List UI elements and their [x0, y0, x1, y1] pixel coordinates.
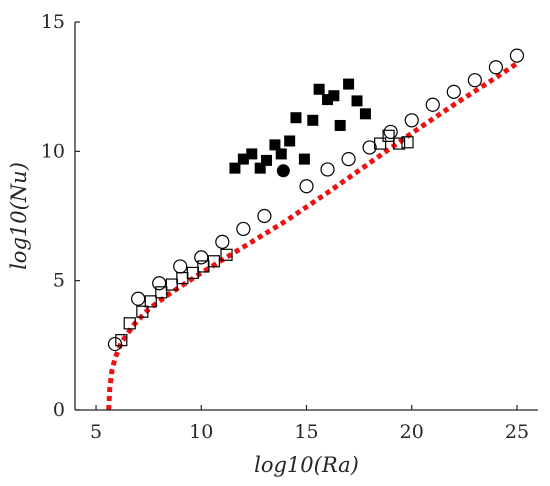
open-circle-point — [215, 234, 230, 249]
y-tick-label: 10 — [41, 140, 65, 162]
filled-square-point — [290, 112, 302, 124]
open-circle-point — [257, 208, 272, 224]
y-tick-label: 0 — [53, 399, 65, 421]
open-square-point — [123, 317, 136, 330]
filled-square-point — [307, 114, 319, 126]
x-axis-label: log10(Ra) — [254, 453, 359, 477]
open-square-point — [165, 278, 178, 291]
open-circle-point — [131, 291, 146, 306]
open-circle-point — [194, 250, 209, 265]
open-square-point — [144, 295, 157, 308]
open-circle-point — [341, 151, 356, 167]
filled-square-point — [254, 162, 266, 174]
filled-circle-point — [276, 164, 290, 178]
open-circle-point — [488, 60, 504, 75]
open-square-point — [382, 129, 395, 142]
open-circle-point — [425, 97, 440, 112]
open-circle-point — [173, 259, 188, 274]
axes: 5 10 15 20 25 0 5 10 15 — [41, 11, 538, 443]
y-tick-label: 5 — [53, 270, 65, 292]
open-circle-point — [404, 113, 419, 128]
filled-square-point — [275, 148, 287, 160]
open-square-point — [155, 286, 168, 299]
x-tick-label: 5 — [90, 421, 102, 443]
open-square-point — [207, 255, 220, 268]
filled-square-point — [343, 78, 355, 90]
open-circle-point — [152, 276, 167, 291]
open-circle-point — [299, 179, 314, 194]
open-square-point — [393, 137, 406, 150]
open-circle-point — [509, 48, 525, 63]
filled-square-point — [328, 90, 340, 102]
open-circle-point — [362, 140, 377, 155]
filled-square-point — [237, 153, 249, 165]
y-tick-label: 15 — [41, 11, 65, 33]
filled-square-point — [313, 83, 325, 95]
plot-area — [106, 48, 525, 411]
filled-square-point — [229, 162, 241, 174]
fit-curve — [106, 61, 519, 411]
open-square-point — [176, 271, 189, 285]
filled-square-point — [269, 139, 281, 151]
open-circle-point — [446, 84, 461, 99]
x-tick-label: 15 — [294, 421, 318, 443]
x-tick-label: 10 — [189, 421, 213, 443]
filled-square-point — [298, 153, 310, 165]
open-square-point — [115, 334, 128, 347]
open-circle-point — [383, 124, 398, 140]
open-circle-point — [107, 336, 123, 352]
open-square-point — [374, 137, 387, 150]
filled-square-point — [322, 94, 334, 106]
filled-square-point — [246, 148, 258, 160]
open-square-point — [401, 136, 414, 149]
filled-square-point — [261, 154, 273, 166]
filled-square-point — [359, 108, 371, 120]
open-square-point — [136, 305, 149, 318]
x-tick-label: 20 — [400, 421, 424, 443]
filled-square-point — [284, 135, 296, 147]
x-tick-label: 25 — [505, 421, 529, 443]
y-axis-label: log10(Nu) — [7, 162, 31, 270]
open-circle-point — [320, 162, 335, 177]
open-circle-point — [467, 73, 482, 88]
open-square-point — [220, 248, 233, 261]
open-square-point — [186, 266, 199, 280]
open-circle-point — [236, 221, 251, 237]
filled-square-point — [351, 95, 363, 107]
filled-square-point — [334, 119, 346, 131]
